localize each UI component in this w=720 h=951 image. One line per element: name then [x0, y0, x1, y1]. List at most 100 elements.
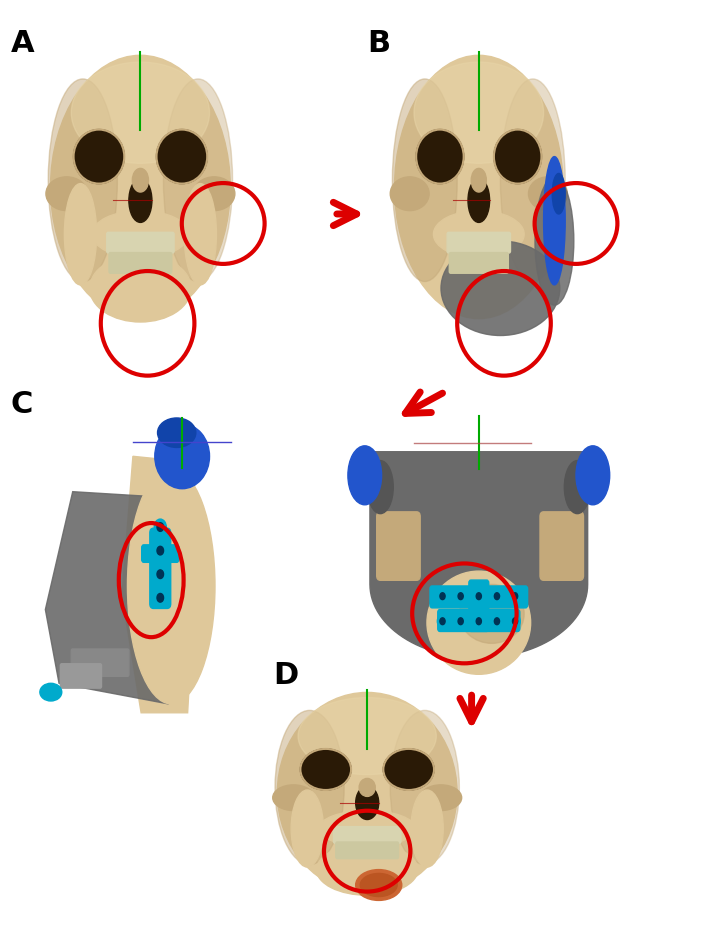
- Ellipse shape: [273, 785, 314, 810]
- Ellipse shape: [194, 177, 235, 210]
- Circle shape: [157, 546, 163, 555]
- Ellipse shape: [552, 173, 565, 214]
- Circle shape: [495, 592, 500, 600]
- Circle shape: [476, 592, 482, 600]
- Ellipse shape: [528, 177, 567, 210]
- Ellipse shape: [414, 62, 544, 164]
- Ellipse shape: [535, 177, 574, 305]
- Ellipse shape: [367, 460, 393, 514]
- Circle shape: [154, 566, 166, 582]
- Ellipse shape: [411, 790, 444, 867]
- Circle shape: [492, 590, 502, 603]
- Ellipse shape: [184, 184, 217, 285]
- Ellipse shape: [46, 177, 87, 210]
- Ellipse shape: [127, 468, 215, 704]
- Ellipse shape: [433, 210, 524, 258]
- Ellipse shape: [277, 692, 457, 893]
- Circle shape: [456, 614, 466, 628]
- Ellipse shape: [359, 779, 375, 796]
- FancyBboxPatch shape: [71, 649, 129, 676]
- FancyBboxPatch shape: [109, 253, 172, 273]
- Circle shape: [474, 590, 484, 603]
- Circle shape: [476, 618, 482, 625]
- Polygon shape: [122, 456, 196, 713]
- Ellipse shape: [71, 62, 210, 164]
- Ellipse shape: [48, 79, 117, 281]
- FancyBboxPatch shape: [438, 610, 520, 631]
- Circle shape: [510, 614, 521, 628]
- Ellipse shape: [395, 55, 563, 319]
- Ellipse shape: [544, 157, 565, 285]
- Circle shape: [456, 590, 466, 603]
- Circle shape: [154, 543, 166, 558]
- Ellipse shape: [420, 785, 462, 810]
- Circle shape: [510, 590, 521, 603]
- Circle shape: [157, 593, 163, 602]
- Circle shape: [495, 618, 500, 625]
- Ellipse shape: [156, 129, 207, 184]
- Ellipse shape: [392, 79, 457, 281]
- Ellipse shape: [155, 424, 210, 489]
- Ellipse shape: [494, 129, 541, 184]
- Ellipse shape: [317, 844, 418, 895]
- Circle shape: [474, 614, 484, 628]
- Circle shape: [458, 618, 463, 625]
- Ellipse shape: [468, 179, 490, 223]
- FancyBboxPatch shape: [449, 253, 508, 273]
- FancyBboxPatch shape: [150, 528, 171, 609]
- Ellipse shape: [356, 786, 379, 820]
- Circle shape: [513, 592, 518, 600]
- Ellipse shape: [73, 129, 125, 184]
- Ellipse shape: [576, 446, 610, 505]
- FancyBboxPatch shape: [469, 580, 489, 631]
- Polygon shape: [45, 492, 176, 704]
- FancyBboxPatch shape: [377, 512, 420, 580]
- Circle shape: [157, 570, 163, 578]
- Ellipse shape: [441, 241, 560, 336]
- Ellipse shape: [291, 790, 323, 867]
- Ellipse shape: [298, 698, 436, 774]
- Ellipse shape: [348, 446, 382, 505]
- Ellipse shape: [564, 460, 590, 514]
- FancyBboxPatch shape: [540, 512, 583, 580]
- Polygon shape: [370, 452, 588, 658]
- Ellipse shape: [472, 168, 487, 192]
- Ellipse shape: [360, 873, 397, 897]
- FancyBboxPatch shape: [142, 545, 179, 562]
- Ellipse shape: [275, 710, 344, 864]
- Ellipse shape: [356, 869, 402, 901]
- Circle shape: [154, 590, 166, 606]
- Ellipse shape: [132, 168, 148, 192]
- Text: C: C: [11, 390, 33, 418]
- Text: B: B: [367, 29, 390, 57]
- Ellipse shape: [383, 749, 434, 790]
- Circle shape: [458, 592, 463, 600]
- Circle shape: [513, 618, 518, 625]
- Ellipse shape: [459, 584, 524, 643]
- Ellipse shape: [500, 79, 565, 281]
- Text: D: D: [274, 661, 299, 689]
- Circle shape: [157, 523, 163, 532]
- Circle shape: [440, 592, 445, 600]
- Ellipse shape: [64, 184, 96, 285]
- Ellipse shape: [319, 810, 415, 846]
- Circle shape: [492, 614, 502, 628]
- FancyBboxPatch shape: [107, 232, 174, 253]
- Circle shape: [154, 519, 166, 535]
- Circle shape: [437, 590, 448, 603]
- Circle shape: [440, 618, 445, 625]
- Ellipse shape: [427, 572, 531, 674]
- Ellipse shape: [158, 417, 196, 447]
- Ellipse shape: [90, 255, 191, 322]
- Ellipse shape: [129, 179, 152, 223]
- FancyBboxPatch shape: [336, 842, 399, 859]
- Ellipse shape: [390, 710, 459, 864]
- Text: A: A: [11, 29, 35, 57]
- Circle shape: [437, 614, 448, 628]
- Ellipse shape: [416, 129, 464, 184]
- Ellipse shape: [50, 55, 230, 319]
- FancyBboxPatch shape: [430, 586, 528, 608]
- Ellipse shape: [40, 684, 62, 701]
- FancyBboxPatch shape: [60, 664, 102, 689]
- FancyBboxPatch shape: [447, 232, 510, 253]
